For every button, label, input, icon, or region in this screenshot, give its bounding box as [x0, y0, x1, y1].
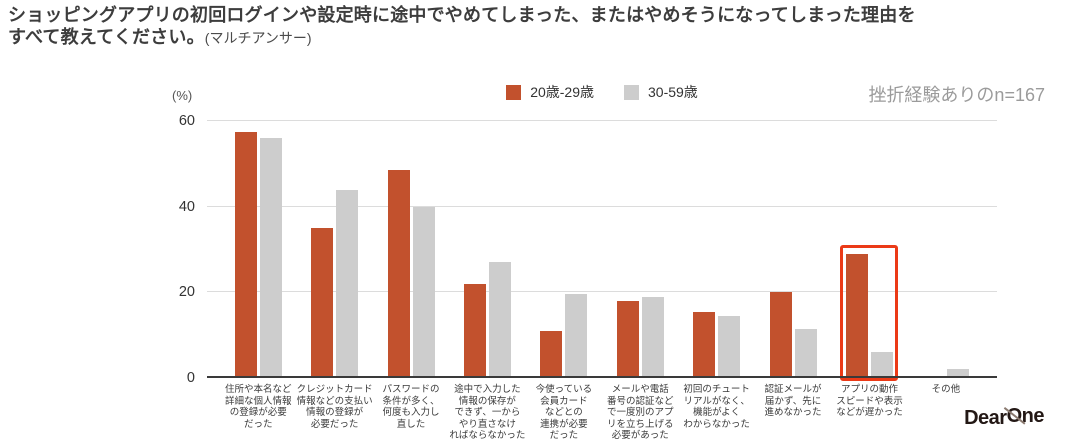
legend-label-20s: 20歳-29歳 — [530, 84, 594, 100]
bar-group-4 — [449, 107, 525, 378]
bar-series-1-category-6 — [616, 300, 639, 378]
bar-group-1 — [220, 107, 296, 378]
category-label-3: パスワードの 条件が多く、 何度も入力し 直した — [382, 384, 440, 430]
category-label-2: クレジットカード 情報などの支払い 情報の登録が 必要だった — [296, 384, 373, 430]
category-label-5: 今使っている 会員カード などとの 連携が必要 だった — [535, 384, 593, 441]
category-label-10: その他 — [931, 384, 961, 395]
legend-label-30s: 30-59歳 — [648, 84, 698, 100]
title-line-1: ショッピングアプリの初回ログインや設定時に途中でやめてしまった、またはやめそうに… — [8, 5, 916, 25]
bar-series-1-category-1 — [234, 131, 257, 378]
legend-swatch-30s-icon — [624, 84, 639, 100]
bar-group-9 — [831, 107, 907, 381]
bar-series-1-category-9 — [845, 253, 868, 378]
category-label-7: 初回のチュート リアルがなく、 機能がよく わからなかった — [683, 384, 750, 430]
y-tick-label-20: 20 — [178, 284, 195, 301]
highlight-box — [840, 244, 899, 381]
bar-group-3 — [373, 107, 449, 378]
y-tick-label-60: 60 — [178, 113, 195, 129]
bar-series-1-category-8 — [769, 292, 792, 378]
y-tick-label-0: 0 — [186, 370, 195, 386]
bar-series-1-category-7 — [693, 311, 716, 378]
bar-series-2-category-8 — [794, 328, 817, 378]
title-line-2: すべて教えてください。(マルチアンサー) — [8, 27, 312, 47]
bar-group-7 — [678, 107, 754, 378]
y-tick-label-40: 40 — [178, 198, 195, 215]
category-labels: 住所や本名など 詳細な個人情報 の登録が必要 だった クレジットカード 情報などの支払い情… — [207, 384, 997, 442]
bar-group-5 — [526, 107, 602, 378]
bar-series-1-category-3 — [387, 170, 410, 378]
y-axis-unit-label: (%) — [172, 88, 193, 103]
bar-series-2-category-7 — [718, 315, 741, 378]
bars-container — [207, 107, 997, 381]
bar-series-1-category-4 — [463, 283, 486, 378]
title-note: (マルチアンサー) — [204, 30, 312, 46]
gridline-60 — [207, 120, 997, 121]
category-label-8: 認証メールが 届かず、先に 進めなかった — [764, 384, 822, 418]
category-label-6: メールや電話 番号の認証など で一度別のアプ リを立ち上げる 必要があった — [606, 384, 674, 441]
category-label-4: 途中で入力した 情報の保存が できず、一から やり直さなけ ればならなかった — [449, 384, 526, 441]
page-title: ショッピングアプリの初回ログインや設定時に途中でやめてしまった、またはやめそうに… — [8, 4, 1062, 49]
gridline-40 — [207, 205, 997, 207]
bar-series-1-category-2 — [311, 228, 334, 378]
x-axis-line — [207, 376, 997, 378]
legend-item-20s: 20歳-29歳 — [506, 82, 594, 102]
plot-area: 0 20 40 60 — [179, 107, 997, 386]
bar-group-2 — [296, 107, 372, 378]
sample-size-note: 挫折経験ありのn=167 — [868, 85, 1045, 105]
legend-swatch-20s-icon — [506, 84, 522, 100]
dearone-logo: DearOne — [964, 405, 1045, 430]
bar-series-2-category-1 — [259, 138, 282, 378]
bar-series-2-category-3 — [412, 206, 435, 378]
bar-group-10 — [908, 107, 984, 378]
bar-series-2-category-6 — [641, 296, 664, 378]
bar-series-2-category-9 — [870, 352, 893, 378]
bar-series-1-category-5 — [540, 330, 563, 378]
category-label-1: 住所や本名など 詳細な個人情報 の登録が必要 だった — [224, 384, 292, 430]
logo-text-dear: Dear — [964, 407, 1007, 429]
bar-series-2-category-10 — [947, 369, 970, 378]
bar-group-6 — [602, 107, 678, 378]
chart-legend: 20歳-29歳 30-59歳 — [207, 82, 997, 102]
bar-group-8 — [755, 107, 831, 378]
legend-item-30s: 30-59歳 — [624, 82, 698, 102]
bar-series-2-category-2 — [336, 189, 359, 378]
logo-text-one: One — [1006, 405, 1045, 427]
bar-series-2-category-4 — [488, 262, 511, 378]
category-label-9: アプリの動作 スピードや表示 などが遅かった — [836, 384, 903, 418]
gridline-20 — [207, 291, 997, 293]
bar-series-2-category-5 — [565, 294, 588, 378]
